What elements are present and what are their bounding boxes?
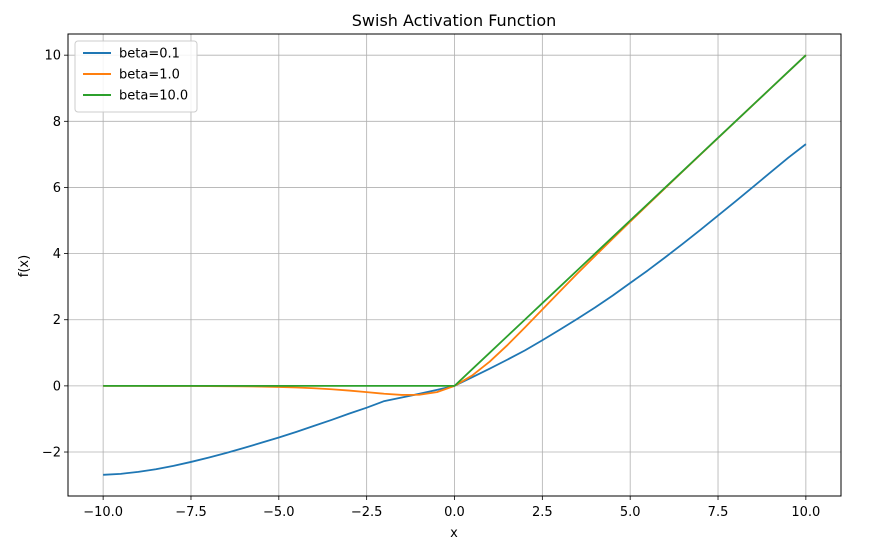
x-tick-label: 7.5 <box>708 505 729 520</box>
x-tick-label: −10.0 <box>83 505 123 520</box>
y-axis-label: f(x) <box>17 255 32 277</box>
y-tick-label: −2 <box>42 446 61 461</box>
x-tick-label: 2.5 <box>532 505 553 520</box>
legend-label: beta=1.0 <box>119 68 180 83</box>
x-tick-label: 5.0 <box>620 505 641 520</box>
series-line-beta-10-0 <box>103 54 807 387</box>
y-tick-label: 4 <box>53 247 61 262</box>
x-tick-label: −5.0 <box>263 505 295 520</box>
legend: beta=0.1 beta=1.0 beta=10.0 <box>74 40 198 113</box>
y-tick-label: 8 <box>53 115 61 130</box>
y-tick-label: 0 <box>53 379 61 394</box>
x-tick-label: 0.0 <box>444 505 465 520</box>
x-tick-label: −2.5 <box>351 505 383 520</box>
legend-label: beta=0.1 <box>119 47 180 62</box>
y-tick-label: 6 <box>53 181 61 196</box>
chart-title: Swish Activation Function <box>352 11 557 30</box>
x-axis-label: x <box>450 526 458 541</box>
x-tick-label: 10.0 <box>791 505 820 520</box>
x-tick-label: −7.5 <box>175 505 207 520</box>
legend-label: beta=10.0 <box>119 89 188 104</box>
x-axis-ticks: −10.0 −7.5 −5.0 −2.5 0.0 2.5 5.0 7.5 10.0 <box>83 496 820 520</box>
series-lines <box>103 54 807 476</box>
y-axis-ticks: −2 0 2 4 6 8 10 <box>42 49 68 461</box>
y-tick-label: 2 <box>53 313 61 328</box>
y-tick-label: 10 <box>44 49 61 64</box>
